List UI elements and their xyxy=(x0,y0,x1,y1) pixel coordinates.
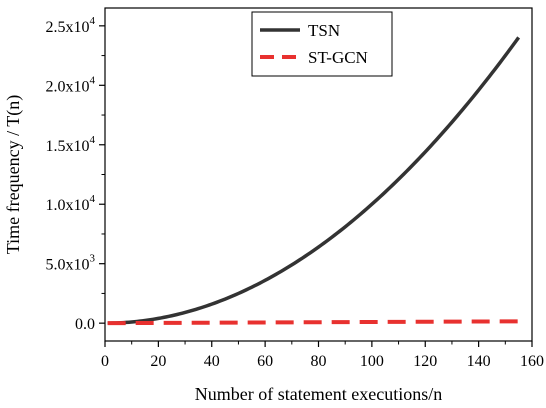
x-axis-label: Number of statement executions/n xyxy=(195,384,442,404)
x-tick-label: 100 xyxy=(360,353,384,370)
y-tick-label: 2.0x104 xyxy=(46,74,96,95)
plot-series xyxy=(107,36,521,326)
x-tick-label: 160 xyxy=(520,353,544,370)
series-line-tsn xyxy=(107,36,521,325)
y-tick-label: 5.0x103 xyxy=(46,253,96,274)
y-axis: 0.0 5.0x103 1.0x104 1.5x104 2.0x104 2.5x104 xyxy=(46,15,105,333)
x-tick-label: 60 xyxy=(257,353,273,370)
x-tick-label: 120 xyxy=(413,353,437,370)
x-tick-label: 0 xyxy=(101,353,109,370)
legend-label-st-gcn: ST-GCN xyxy=(308,48,368,67)
x-axis: 0 20 40 60 80 100 120 140 160 xyxy=(101,341,544,370)
x-tick-label: 80 xyxy=(311,353,327,370)
legend-label-tsn: TSN xyxy=(308,21,340,40)
y-tick-label: 0.0 xyxy=(75,316,95,333)
legend: TSN ST-GCN xyxy=(251,11,393,77)
y-tick-label: 1.0x104 xyxy=(46,193,96,214)
y-axis-label: Time frequency / T(n) xyxy=(3,95,24,254)
series-line-st-gcn xyxy=(107,319,519,326)
x-tick-label: 140 xyxy=(467,353,491,370)
y-tick-label: 1.5x104 xyxy=(46,134,96,155)
x-tick-label: 40 xyxy=(204,353,220,370)
x-tick-label: 20 xyxy=(150,353,166,370)
y-tick-label: 2.5x104 xyxy=(46,15,96,36)
legend-box xyxy=(251,11,393,77)
